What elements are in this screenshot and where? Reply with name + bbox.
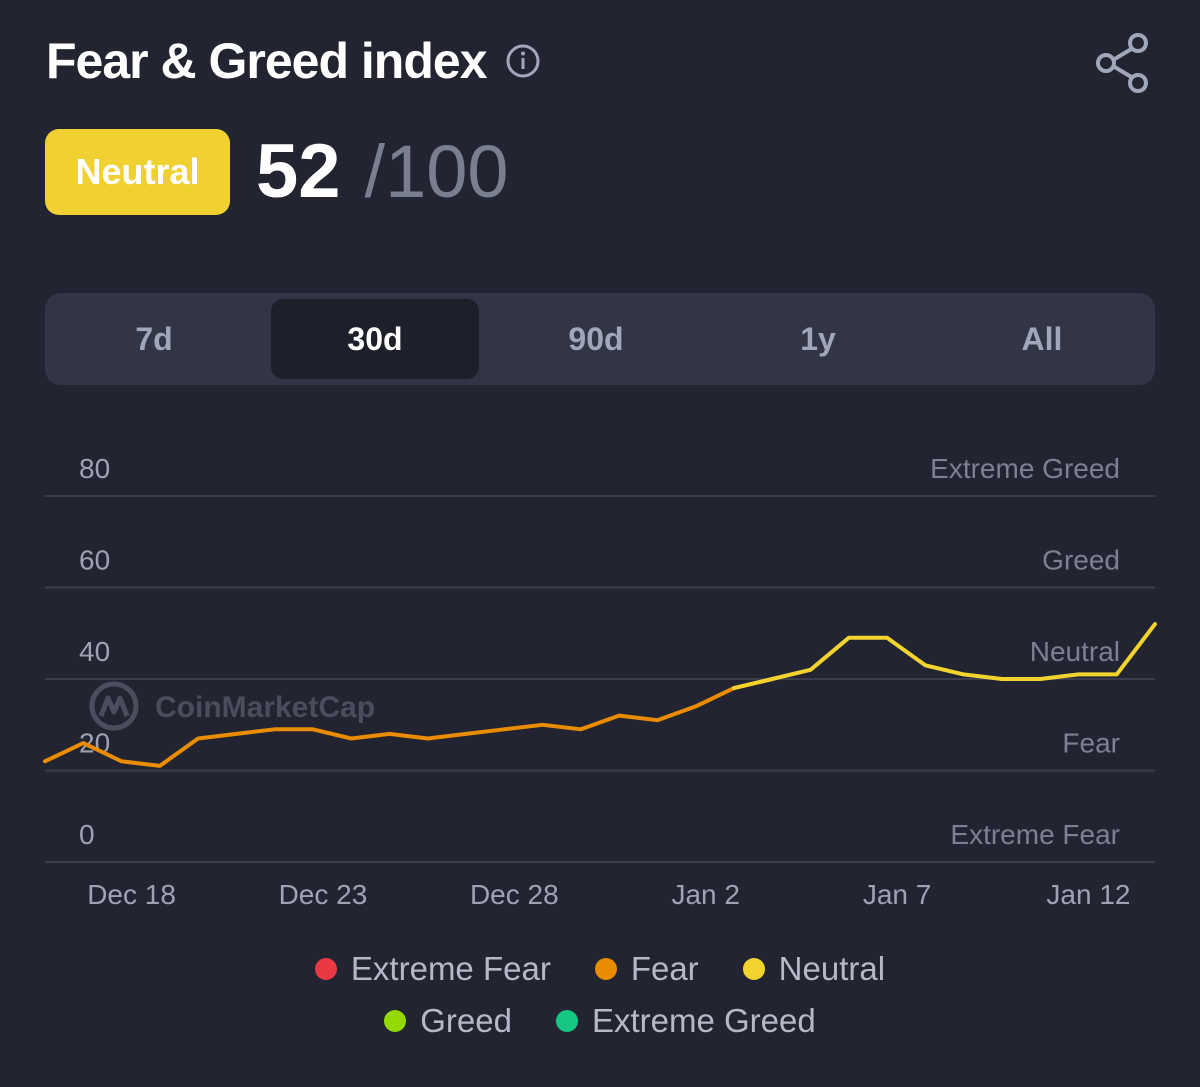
y-tick-label: 0 [79,819,95,850]
legend-dot [384,1010,407,1032]
band-label: Fear [1062,728,1120,759]
band-label: Extreme Greed [930,453,1120,484]
legend-item-greed[interactable]: Greed [384,1002,512,1040]
y-tick-label: 60 [79,545,110,576]
y-tick-label: 80 [79,453,110,484]
legend-item-extreme-fear[interactable]: Extreme Fear [314,950,551,988]
legend-item-extreme-greed[interactable]: Extreme Greed [555,1002,816,1040]
legend-label: Extreme Greed [591,1002,816,1039]
band-label: Greed [1042,545,1120,576]
legend-label: Neutral [778,950,886,987]
band-label: Neutral [1030,636,1120,667]
legend-item-fear[interactable]: Fear [594,950,699,988]
legend-dot [555,1010,578,1032]
band-label: Extreme Fear [950,819,1120,850]
series-line [43,677,775,768]
score-row: Neutral 52 /100 [45,128,509,215]
tab-30d[interactable]: 30d [271,299,479,379]
y-tick-label: 40 [79,636,110,667]
score-max: /100 [364,130,509,213]
x-tick-label: Jan 7 [863,879,932,910]
header: Fear & Greed index [46,32,541,90]
range-tabs: 7d 30d 90d 1y All [45,293,1155,385]
legend-label: Fear [630,950,699,987]
page-title: Fear & Greed index [46,33,487,89]
legend-dot [314,958,337,980]
legend-label: Extreme Fear [350,950,551,987]
x-tick-label: Jan 2 [671,879,740,910]
coinmarketcap-watermark: CoinMarketCap [89,681,375,731]
share-icon[interactable] [1094,32,1152,94]
info-circle-icon[interactable] [505,43,541,79]
score-value: 52 [256,129,341,214]
x-tick-label: Dec 23 [279,879,368,910]
watermark-text: CoinMarketCap [155,691,375,724]
status-badge: Neutral [45,128,230,215]
series-line [732,622,1157,691]
legend-dot [742,958,765,980]
tab-90d[interactable]: 90d [568,320,624,357]
tab-all[interactable]: All [1021,320,1063,357]
x-tick-label: Dec 18 [87,879,176,910]
tab-1y[interactable]: 1y [800,320,836,357]
legend-dot [594,958,617,980]
tab-7d[interactable]: 7d [135,320,173,357]
legend-item-neutral[interactable]: Neutral [742,950,886,988]
x-tick-label: Jan 12 [1046,879,1130,910]
legend: Extreme Fear Fear Neutral Greed Extreme … [0,950,1200,1054]
x-tick-label: Dec 28 [470,879,559,910]
legend-label: Greed [420,1002,512,1039]
